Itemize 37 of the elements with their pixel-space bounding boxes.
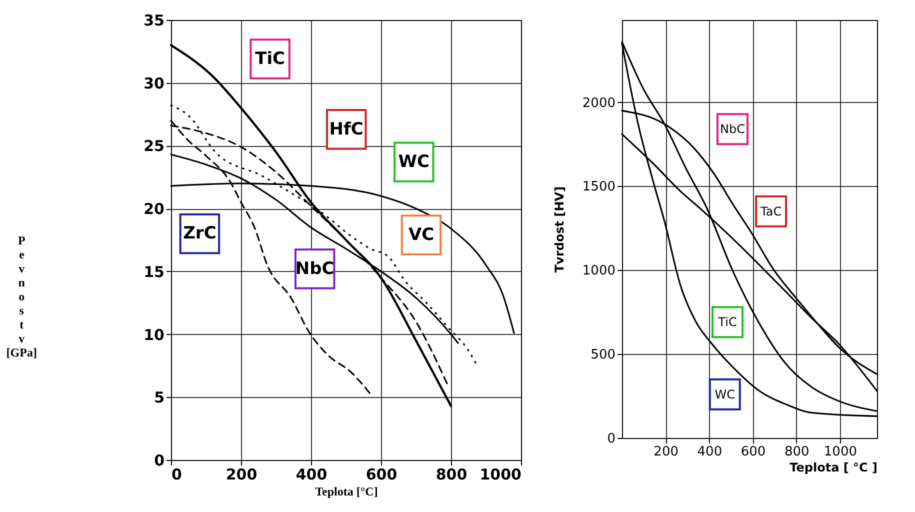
x-axis-title: Teplota [ °C ]	[790, 460, 878, 474]
y-tick-label: 500	[590, 348, 616, 363]
y-tick-label: 0	[607, 432, 616, 446]
x-tick-label: 800	[784, 444, 810, 460]
x-tick-label: 200	[654, 444, 679, 460]
y-tick-label: 1500	[582, 180, 616, 195]
text: Pevnost v [GPa]	[6, 234, 37, 360]
y-tick-label: 5	[154, 388, 164, 407]
annotation: NbC	[720, 122, 745, 136]
annotation: NbC	[295, 258, 334, 279]
y-tick-label: 1000	[582, 264, 616, 279]
x-tick-label: 200	[226, 466, 258, 484]
y-axis-title: Tvrdost [HV]	[552, 186, 566, 273]
y-tick-label: 10	[144, 326, 164, 344]
annotation: WC	[398, 152, 430, 172]
x-tick-label: 800	[436, 466, 468, 484]
annotation: TiC	[255, 48, 286, 69]
y-tick-label: 30	[144, 74, 164, 92]
x-tick-label: 400	[697, 444, 722, 460]
x-tick-label: 0	[172, 466, 182, 484]
annotation: WC	[714, 387, 735, 402]
y-tick-label: 2000	[582, 96, 616, 111]
annotation: TiC	[717, 315, 737, 330]
y-tick-label: 25	[144, 137, 164, 156]
x-tick-label: 600	[366, 466, 398, 484]
x-axis-title: Teplota [°C]	[315, 484, 378, 498]
annotation: ZrC	[183, 224, 216, 244]
y-tick-label: 35	[144, 12, 164, 30]
x-tick-label: 1000	[480, 466, 522, 484]
y-tick-label: 15	[144, 262, 164, 281]
annotation: TaC	[760, 204, 782, 218]
y-tick-label: 20	[144, 200, 164, 218]
x-tick-label: 600	[740, 444, 766, 460]
annotation: VC	[408, 224, 434, 245]
annotation: HfC	[329, 119, 364, 140]
x-tick-label: 1000	[824, 444, 857, 460]
x-tick-label: 400	[296, 466, 328, 484]
